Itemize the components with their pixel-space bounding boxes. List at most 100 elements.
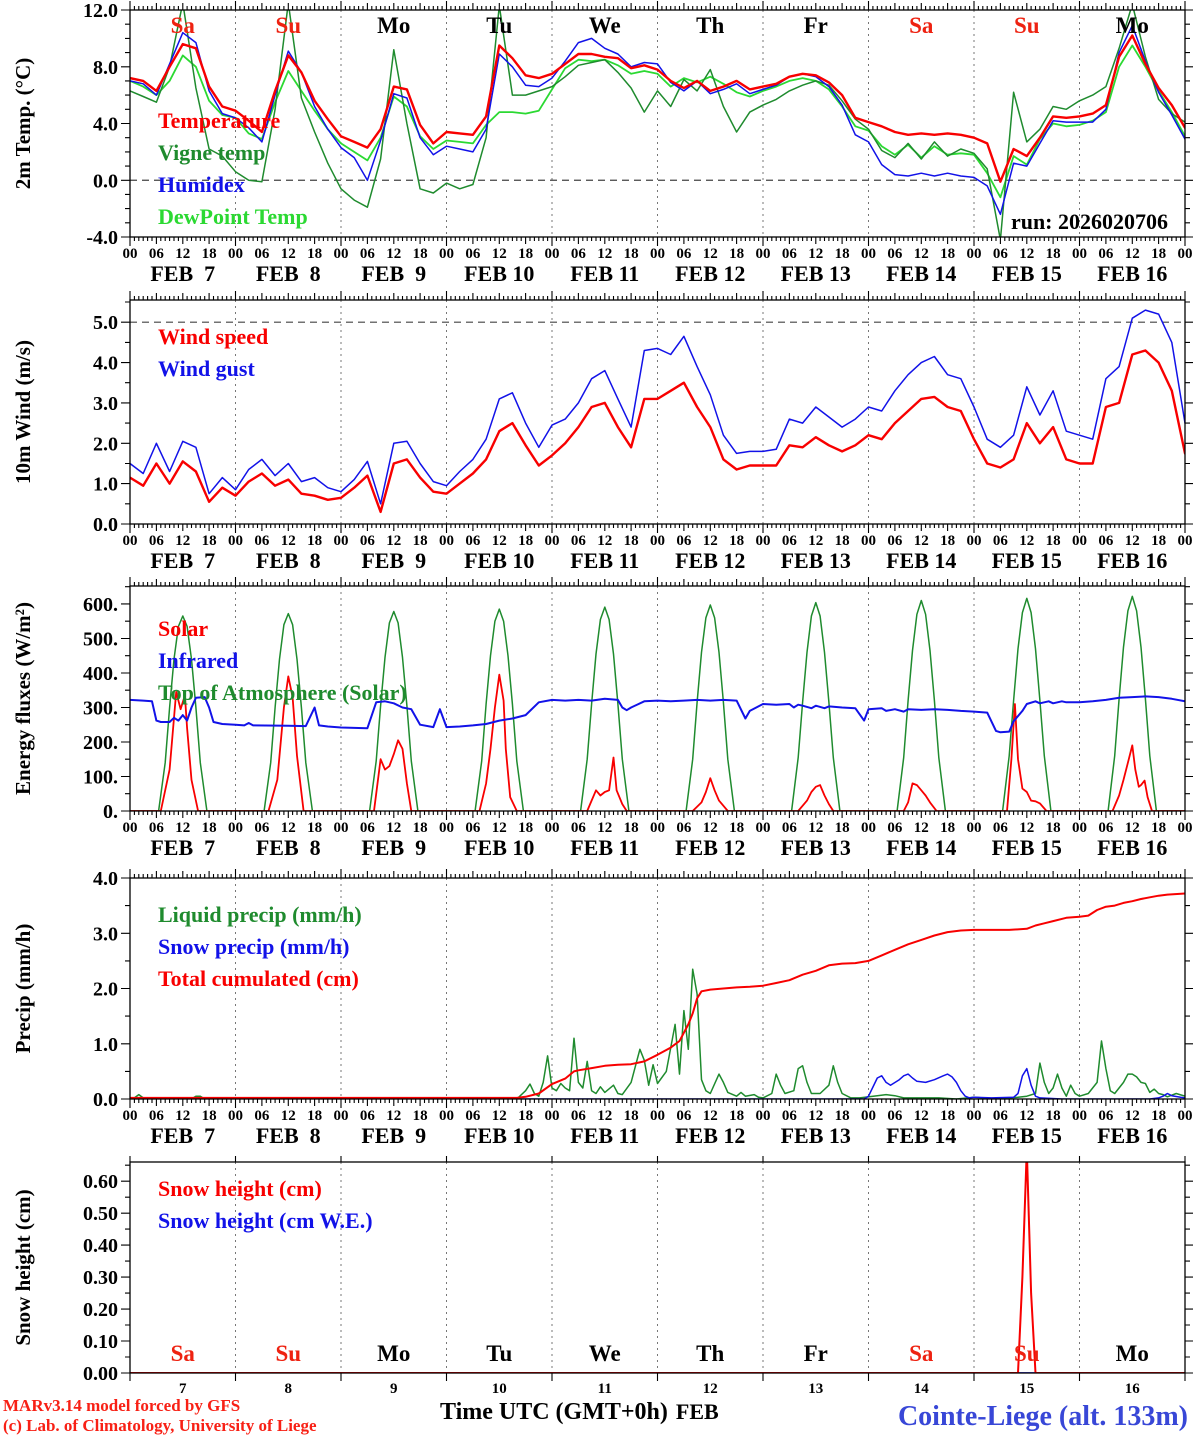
hour-tick-label: 06 [1098,1108,1114,1124]
legend-temperature: Temperature [158,108,280,133]
hour-tick-label: 18 [835,1108,850,1124]
y-axis-title: Precip (mm/h) [11,924,35,1054]
hour-tick-label: 00 [1178,1108,1193,1124]
day-name-label: We [589,13,621,38]
hour-tick-label: 12 [597,820,612,836]
hour-tick-label: 06 [360,533,376,549]
y-tick-label: 0.50 [83,1203,118,1225]
hour-tick-label: 06 [571,533,587,549]
hour-tick-label: 06 [993,533,1009,549]
date-label: FEB 8 [256,261,321,286]
hour-tick-label: 18 [413,820,428,836]
hour-tick-label: 00 [334,820,349,836]
hour-tick-label: 00 [756,820,771,836]
y-tick-marks [121,1164,1193,1374]
y-tick-label: 0.40 [83,1235,118,1257]
y-tick-label: 0. [103,801,118,823]
legend-snow_precip: Snow precip (mm/h) [158,934,350,959]
legend-snow_height: Snow height (cm) [158,1176,322,1201]
date-label: FEB 8 [256,835,321,860]
dewpoint-line [130,44,1185,199]
hour-tick-label: 18 [835,246,850,262]
y-tick-label: 100. [83,766,118,788]
hour-tick-label: 06 [782,246,798,262]
hour-tick-label: 06 [1098,533,1114,549]
hour-tick-label: 18 [940,1108,955,1124]
panel-temp2m: -4.0 0.0 4.0 8.0 12.0 2m Temp. (°C) Temperatur… [11,0,1193,286]
y-tick-label: 2.0 [93,433,118,455]
y-tick-label: 8.0 [93,57,118,79]
bottom-tick-comb [129,1373,1186,1381]
hour-tick-label: 00 [650,1108,665,1124]
hour-tick-label: 06 [465,1108,481,1124]
legend-toa_solar: Top of Atmosphere (Solar) [158,680,407,705]
hour-tick-label: 06 [676,820,692,836]
top-tick-comb [129,1156,1186,1162]
panel-precip: 0.0 1.0 2.0 3.0 4.0 Precip (mm/h) Liquid preci… [11,868,1193,1148]
legend-infrared: Infrared [158,648,238,673]
hour-tick-label: 18 [624,533,639,549]
hour-tick-label: 18 [307,820,322,836]
hour-tick-label: 00 [123,1108,138,1124]
date-label: FEB 14 [886,835,956,860]
hour-tick-label: 12 [281,1108,296,1124]
day-name-label: Mo [377,13,410,38]
hour-tick-label: 18 [413,1108,428,1124]
date-label: FEB 16 [1097,1123,1167,1148]
month-label: FEB [675,1399,719,1424]
hour-tick-label: 12 [281,533,296,549]
y-tick-label: -4.0 [86,227,118,249]
hour-tick-label: 06 [149,820,165,836]
hour-tick-label: 12 [914,820,929,836]
y-tick-label: 0.0 [93,1089,118,1111]
hour-tick-label: 00 [756,533,771,549]
hour-tick-label: 06 [465,820,481,836]
hour-tick-label: 18 [413,246,428,262]
y-tick-marks [121,877,1193,1100]
hour-tick-label: 06 [254,533,270,549]
day-name-label: Fr [804,13,828,38]
temperature-line [130,34,1185,183]
hour-tick-label: 06 [887,533,903,549]
hour-tick-label: 12 [808,246,823,262]
hour-tick-label: 18 [307,246,322,262]
x-axis-title: Time UTC (GMT+0h) FEB [440,1399,719,1426]
day-name-label: Tu [486,1341,512,1366]
hour-tick-label: 12 [386,820,401,836]
hour-tick-label: 18 [624,1108,639,1124]
hour-tick-label: 00 [123,820,138,836]
hour-tick-label: 06 [465,533,481,549]
hour-tick-label: 18 [940,820,955,836]
hour-tick-label: 00 [123,246,138,262]
hour-tick-label: 00 [650,820,665,836]
hour-tick-label: 18 [1151,246,1166,262]
bottom-tick-comb [129,811,1186,820]
hour-tick-label: 18 [202,820,217,836]
hour-tick-label: 00 [1072,1108,1087,1124]
legend-vigne: Vigne temp [158,140,265,165]
hour-tick-label: 12 [492,246,507,262]
hour-tick-label: 06 [993,246,1009,262]
legend-solar: Solar [158,616,208,641]
hour-tick-label: 12 [1019,533,1034,549]
hour-tick-label: 18 [413,533,428,549]
y-tick-label: 3.0 [93,923,118,945]
liquid_precip-line [130,968,1185,1099]
station-title: Cointe-Liege (alt. 133m) [897,1401,1188,1432]
day-number-label: 10 [492,1381,507,1397]
hour-tick-label: 12 [703,246,718,262]
day-name-label: Sa [909,13,934,38]
legend-wind_speed: Wind speed [158,324,268,349]
hour-tick-label: 06 [254,246,270,262]
hour-tick-label: 06 [993,820,1009,836]
hour-tick-label: 06 [887,246,903,262]
hour-tick-label: 06 [676,246,692,262]
total_cumulated-line [130,892,1185,1099]
date-label: FEB 16 [1097,261,1167,286]
hour-tick-label: 00 [967,1108,982,1124]
hour-tick-label: 00 [1178,246,1193,262]
hour-tick-label: 18 [518,1108,533,1124]
y-tick-label: 4.0 [93,114,118,136]
hour-tick-label: 06 [254,1108,270,1124]
hour-tick-label: 12 [914,1108,929,1124]
